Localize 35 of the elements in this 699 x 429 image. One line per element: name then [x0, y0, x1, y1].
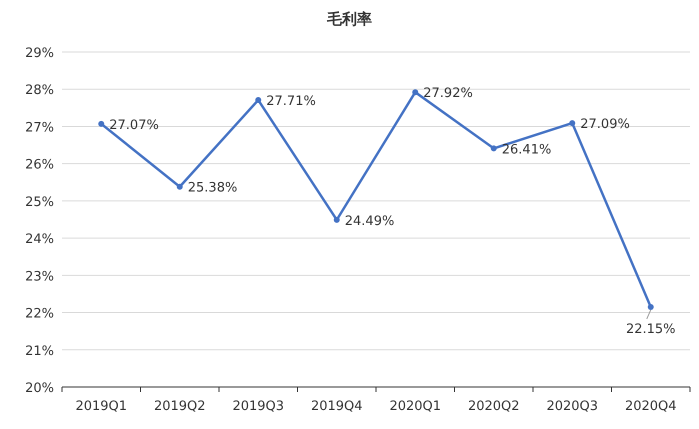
- data-label: 27.07%: [109, 118, 159, 133]
- point: [98, 120, 104, 127]
- x-tick-label: 2020Q2: [468, 399, 520, 414]
- data-label: 24.49%: [344, 214, 394, 229]
- chart-title: 毛利率: [326, 10, 372, 28]
- data-label: 26.41%: [502, 142, 552, 158]
- y-tick-label: 20%: [25, 381, 54, 396]
- x-tick-label: 2019Q4: [310, 399, 363, 414]
- y-tick-label: 23%: [25, 269, 54, 284]
- data-label: 27.09%: [580, 117, 630, 132]
- y-tick-label: 27%: [25, 120, 54, 136]
- x-tick-label: 2019Q2: [154, 399, 206, 414]
- data-label: 22.15%: [626, 322, 676, 337]
- y-tick-label: 26%: [25, 158, 54, 173]
- y-tick-label: 28%: [25, 83, 54, 98]
- y-tick-label: 29%: [25, 46, 54, 61]
- data-label: 25.38%: [188, 180, 238, 196]
- point: [412, 89, 418, 96]
- x-tick-label: 2019Q1: [75, 399, 128, 414]
- x-tick-label: 2020Q1: [389, 399, 442, 414]
- point: [569, 120, 576, 126]
- point: [255, 97, 262, 104]
- y-tick-label: 25%: [25, 194, 54, 210]
- x-tick-label: 2020Q4: [624, 399, 677, 414]
- y-tick-label: 21%: [25, 344, 54, 359]
- point: [334, 216, 340, 223]
- y-tick-label: 22%: [25, 306, 54, 322]
- data-label: 27.92%: [423, 86, 473, 102]
- y-tick-label: 24%: [25, 232, 54, 248]
- x-tick-label: 2019Q3: [232, 399, 284, 414]
- data-label: 27.71%: [266, 94, 316, 110]
- point: [648, 304, 654, 310]
- x-tick-label: 2020Q3: [546, 399, 598, 414]
- point: [490, 145, 497, 152]
- point: [176, 184, 183, 190]
